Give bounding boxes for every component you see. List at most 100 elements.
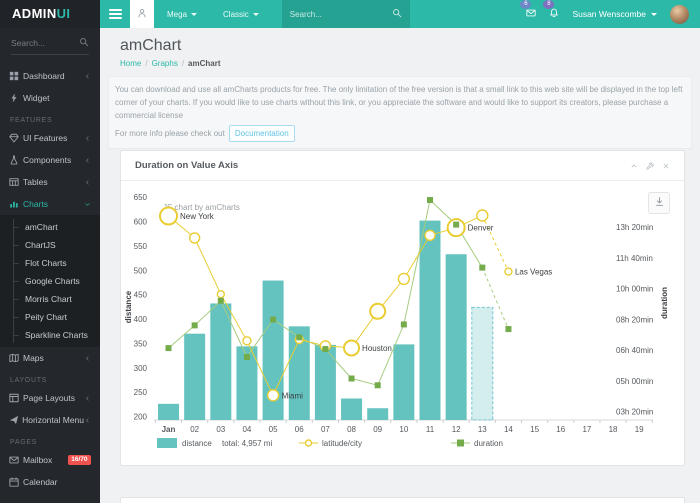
sidebar-section-header-features: FEATURES xyxy=(10,117,53,124)
sidebar-item-label: Charts xyxy=(23,199,49,209)
svg-text:250: 250 xyxy=(134,388,148,397)
svg-text:12: 12 xyxy=(452,425,461,434)
svg-text:New York: New York xyxy=(180,212,215,221)
sidebar-toggle-button[interactable] xyxy=(100,0,130,28)
svg-text:duration: duration xyxy=(474,439,503,448)
sidebar-subitem-sparkline-charts[interactable]: Sparkline Charts xyxy=(0,326,100,344)
logo-text-bold: ADMIN xyxy=(12,6,57,21)
sidebar-subitem-morris-chart[interactable]: Morris Chart xyxy=(0,290,100,308)
svg-text:300: 300 xyxy=(134,364,148,373)
sidebar-item-label: Calendar xyxy=(23,477,58,487)
map-icon xyxy=(9,353,23,363)
sidebar-item-label: Widget xyxy=(23,93,50,103)
svg-text:15: 15 xyxy=(530,425,539,434)
collapse-panel-icon[interactable] xyxy=(630,162,638,170)
sidebar-item-label: Page Layouts xyxy=(23,393,75,403)
table-icon xyxy=(9,177,23,187)
messages-badge: 6 xyxy=(520,0,532,9)
sidebar-subitem-peity-chart[interactable]: Peity Chart xyxy=(0,308,100,326)
svg-text:10: 10 xyxy=(399,425,408,434)
chart-export-button[interactable] xyxy=(648,192,670,214)
user-name: Susan Wenscombe xyxy=(572,9,646,19)
svg-text:11h 40min: 11h 40min xyxy=(616,254,653,263)
svg-text:07: 07 xyxy=(321,425,330,434)
mailbox-badge: 16/70 xyxy=(67,455,91,465)
sidebar-subitem-flot-charts[interactable]: Flot Charts xyxy=(0,254,100,272)
breadcrumb: Home Graphs amChart xyxy=(120,59,700,68)
sidebar-item-label: Mailbox xyxy=(23,455,53,465)
bolt-icon xyxy=(9,93,23,103)
user-quickview-button[interactable] xyxy=(130,0,154,28)
panel-settings-icon[interactable] xyxy=(646,161,654,170)
sidebar-item-label: Components xyxy=(23,155,72,165)
svg-text:duration: duration xyxy=(660,287,669,319)
svg-text:650: 650 xyxy=(134,193,148,202)
sidebar-subitem-amchart[interactable]: amChart xyxy=(0,218,100,236)
panel-header: Duration on Value Axis xyxy=(121,151,684,181)
sidebar-item-page-layouts[interactable]: Page Layouts xyxy=(0,387,100,409)
sidebar-subitem-google-charts[interactable]: Google Charts xyxy=(0,272,100,290)
sidebar-search-input[interactable]: Search... xyxy=(11,37,89,55)
caret-down-icon xyxy=(191,12,198,16)
breadcrumb-current: amChart xyxy=(188,59,221,68)
sidebar-item-ui-features[interactable]: UI Features xyxy=(0,127,100,149)
svg-text:18: 18 xyxy=(609,425,618,434)
svg-text:05h 00min: 05h 00min xyxy=(616,377,653,386)
sidebar-item-tables[interactable]: Tables xyxy=(0,171,100,193)
sidebar-section-header-pages: PAGES xyxy=(10,439,38,446)
panel-title: Duration on Value Axis xyxy=(135,160,239,171)
sidebar-item-dashboard[interactable]: Dashboard xyxy=(0,65,100,87)
svg-text:total: 4,957 mi: total: 4,957 mi xyxy=(222,439,272,448)
grid-icon xyxy=(9,71,23,81)
svg-text:Houston: Houston xyxy=(362,344,392,353)
caret-down-icon xyxy=(651,12,657,16)
sidebar-item-mailbox[interactable]: Mailbox 16/70 xyxy=(0,449,100,471)
sidebar-item-maps[interactable]: Maps xyxy=(0,347,100,369)
person-icon xyxy=(137,5,147,23)
user-menu[interactable]: Susan Wenscombe xyxy=(572,9,657,19)
search-icon xyxy=(392,8,402,20)
menu-classic[interactable]: Classic xyxy=(210,0,272,28)
svg-text:Miami: Miami xyxy=(282,391,304,400)
svg-text:03h 20min: 03h 20min xyxy=(616,408,653,417)
svg-text:04: 04 xyxy=(242,425,251,434)
svg-text:distance: distance xyxy=(182,439,212,448)
svg-text:11: 11 xyxy=(426,425,435,434)
svg-text:08h 20min: 08h 20min xyxy=(616,315,653,324)
svg-text:05: 05 xyxy=(269,425,278,434)
svg-text:06h 40min: 06h 40min xyxy=(616,346,653,355)
svg-text:09: 09 xyxy=(373,425,382,434)
sidebar-subitem-chartjs[interactable]: ChartJS xyxy=(0,236,100,254)
sidebar-item-components[interactable]: Components xyxy=(0,149,100,171)
sidebar-item-label: Horizontal Menu xyxy=(22,415,84,425)
sidebar-item-horizontal-menu[interactable]: Horizontal Menu xyxy=(0,409,100,431)
sidebar-item-label: UI Features xyxy=(23,133,68,143)
notifications-button[interactable]: 8 xyxy=(543,0,559,23)
messages-button[interactable]: 6 xyxy=(520,0,537,23)
layout-icon xyxy=(9,393,23,403)
chevron-left-icon xyxy=(84,355,91,362)
topbar-search-input[interactable]: Search... xyxy=(281,0,410,28)
chevron-left-icon xyxy=(84,73,91,80)
svg-text:13: 13 xyxy=(478,425,487,434)
breadcrumb-home[interactable]: Home xyxy=(120,59,142,68)
search-icon xyxy=(79,37,89,49)
menu-classic-label: Classic xyxy=(223,9,249,19)
close-panel-icon[interactable] xyxy=(662,162,670,170)
sidebar-item-charts[interactable]: Charts xyxy=(0,193,100,215)
sidebar-item-label: Maps xyxy=(23,353,44,363)
breadcrumb-graphs[interactable]: Graphs xyxy=(151,59,178,68)
menu-mega[interactable]: Mega xyxy=(154,0,210,28)
topbar-search-placeholder: Search... xyxy=(289,9,322,19)
sidebar-item-widget[interactable]: Widget xyxy=(0,87,100,109)
app-logo: ADMINUI xyxy=(0,0,100,28)
documentation-link[interactable]: Documentation xyxy=(228,124,295,142)
notifications-badge: 8 xyxy=(543,0,555,9)
svg-text:06: 06 xyxy=(295,425,304,434)
sidebar-item-calendar[interactable]: Calendar xyxy=(0,471,100,493)
sidebar-search-placeholder: Search... xyxy=(11,38,46,48)
next-panel xyxy=(120,497,685,503)
intro-text: You can download and use all amCharts pr… xyxy=(115,85,683,121)
amchart-canvas: Jan 02 03 04 05 06 07 08 09 10 11 12 13 14 15 16 17 18 19 2… xyxy=(124,193,669,448)
svg-text:13h 20min: 13h 20min xyxy=(616,223,653,232)
